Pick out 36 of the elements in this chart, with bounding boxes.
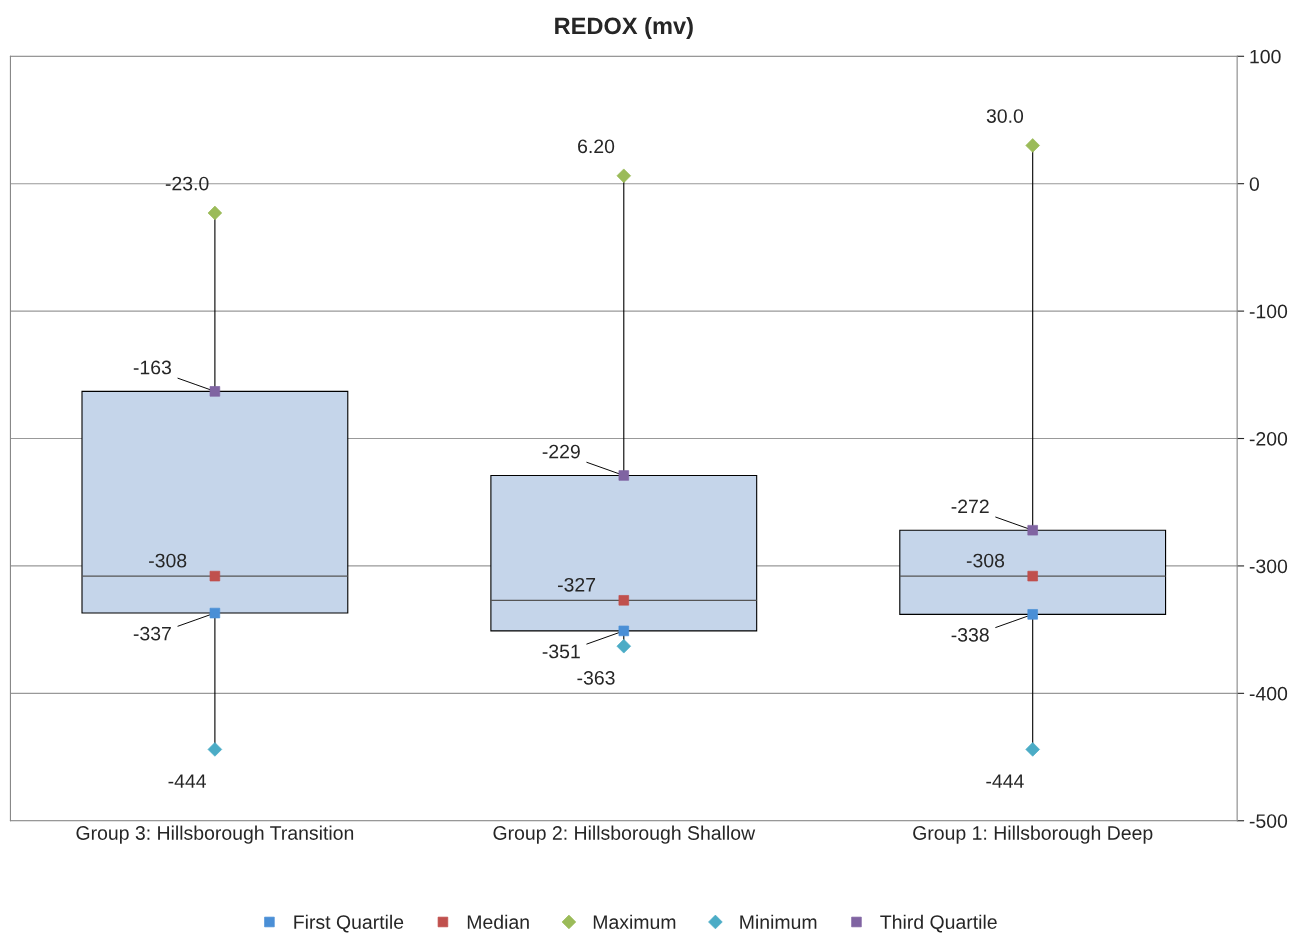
y-tick-label: -200 xyxy=(1249,431,1288,446)
data-label: -327 xyxy=(557,577,596,592)
data-label: -338 xyxy=(951,628,989,642)
data-label: -337 xyxy=(133,626,171,641)
data-label: 6.20 xyxy=(578,139,615,154)
data-label: -229 xyxy=(542,444,580,459)
chart-title: REDOX (mv) xyxy=(555,16,693,39)
data-label: -351 xyxy=(542,644,580,659)
y-tick-label: 0 xyxy=(1249,177,1259,191)
data-label: -444 xyxy=(168,774,206,788)
point xyxy=(1027,525,1038,536)
y-tick-label: 100 xyxy=(1250,49,1281,64)
point xyxy=(207,742,223,757)
data-label: -272 xyxy=(951,499,989,514)
data-label: -308 xyxy=(966,553,1005,568)
point xyxy=(1027,609,1038,620)
data-label: -23.0 xyxy=(165,176,209,191)
y-tick-label: -100 xyxy=(1249,304,1288,319)
legend-label: Maximum xyxy=(593,914,676,929)
data-label: -308 xyxy=(149,553,187,568)
legend-label: Third Quartile xyxy=(880,914,997,933)
point xyxy=(618,595,629,606)
y-tick-label: -300 xyxy=(1249,559,1288,574)
x-tick-label: Group 1: Hillsborough Deep xyxy=(913,825,1153,844)
x-tick-label: Group 2: Hillsborough Shallow xyxy=(493,825,756,844)
x-tick-label: Group 3: Hillsborough Transition xyxy=(76,825,354,844)
legend-label: Median xyxy=(467,914,529,929)
legend-label: Minimum xyxy=(740,914,817,929)
data-label: -444 xyxy=(986,774,1024,788)
data-label: -363 xyxy=(577,670,615,685)
y-tick-label: -400 xyxy=(1249,686,1288,701)
point xyxy=(618,625,629,637)
y-tick-label: -500 xyxy=(1249,814,1288,828)
legend-label: First Quartile xyxy=(294,914,404,933)
data-label: 30.0 xyxy=(986,109,1024,123)
data-label: -163 xyxy=(133,360,171,375)
